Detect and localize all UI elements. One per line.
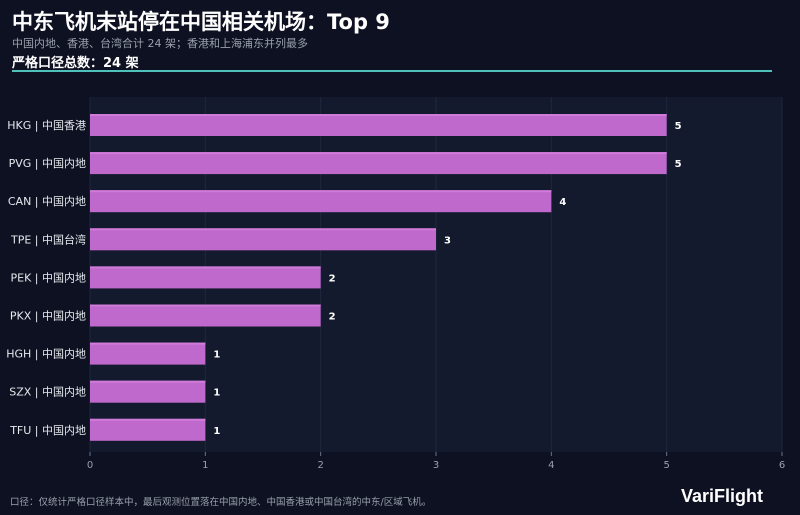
y-category-label: HGH | 中国内地 (6, 347, 86, 361)
y-category-label: TPE | 中国台湾 (10, 232, 86, 246)
y-category-label: PVG | 中国内地 (9, 156, 86, 170)
bar (90, 152, 667, 175)
x-tick-label: 1 (202, 460, 208, 471)
bar-value-label: 1 (213, 388, 220, 399)
bar-highlight (90, 342, 206, 345)
bar (90, 380, 206, 403)
bar-value-label: 1 (213, 350, 220, 361)
bar-value-label: 1 (213, 426, 220, 437)
bar (90, 418, 206, 441)
bar-highlight (90, 114, 667, 116)
x-tick-label: 3 (433, 460, 439, 471)
total-count: 严格口径总数：24 架 (12, 56, 139, 71)
bar-highlight (90, 304, 321, 307)
bar-highlight (90, 152, 667, 155)
x-tick-label: 5 (663, 460, 669, 471)
y-category-label: HKG | 中国香港 (7, 119, 86, 132)
x-tick-label: 0 (87, 460, 93, 471)
bar-highlight (90, 380, 206, 383)
bar (90, 304, 321, 327)
bar-value-label: 5 (675, 159, 682, 170)
chart-subtitle: 中国内地、香港、台湾合计 24 架；香港和上海浦东并列最多 (12, 37, 308, 50)
y-category-label: TFU | 中国内地 (9, 423, 86, 437)
y-category-label: PKX | 中国内地 (10, 309, 86, 323)
bar-highlight (90, 190, 552, 193)
bar-value-label: 5 (675, 121, 682, 132)
x-tick-label: 6 (779, 460, 785, 471)
x-tick-label: 4 (548, 460, 554, 471)
footnote: 口径：仅统计严格口径样本中，最后观测位置落在中国内地、中国香港或中国台湾的中东/… (10, 497, 432, 508)
brand-logo: VariFlight (680, 486, 763, 506)
bar (90, 190, 552, 213)
bar-value-label: 2 (329, 273, 336, 284)
x-tick-label: 2 (317, 460, 323, 471)
y-category-label: PEK | 中国内地 (11, 270, 87, 284)
chart-title: 中东飞机末站停在中国相关机场：Top 9 (12, 10, 390, 34)
bar (90, 342, 206, 365)
bar-value-label: 2 (329, 312, 336, 323)
y-category-label: SZX | 中国内地 (9, 385, 86, 399)
bar-highlight (90, 266, 321, 269)
bar-highlight (90, 418, 206, 421)
bar-value-label: 4 (559, 197, 566, 208)
bar (90, 228, 436, 251)
bar (90, 266, 321, 289)
bar-highlight (90, 228, 436, 231)
accent-rule (12, 70, 772, 72)
bar-value-label: 3 (444, 235, 451, 246)
y-category-label: CAN | 中国内地 (8, 194, 86, 208)
bar (90, 114, 667, 136)
